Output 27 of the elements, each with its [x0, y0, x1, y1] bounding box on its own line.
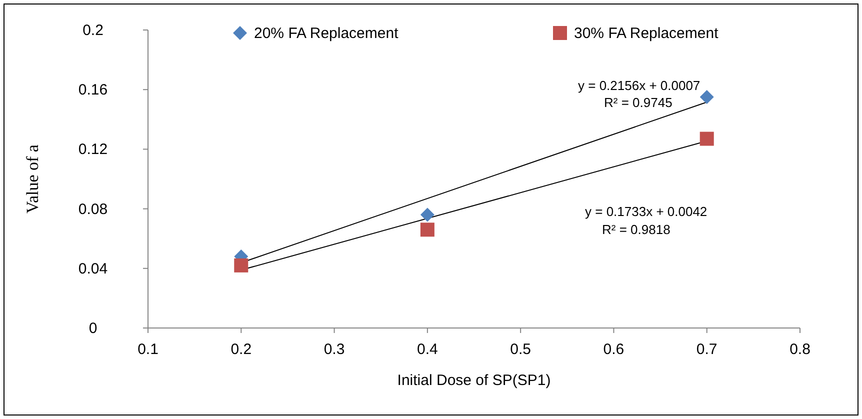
legend-label: 20% FA Replacement: [254, 25, 400, 42]
x-tick-label: 0.4: [417, 341, 438, 358]
y-tick-label: 0.16: [78, 82, 108, 99]
y-tick-label: 0.08: [78, 200, 108, 218]
point: [420, 222, 434, 237]
point: [700, 132, 714, 146]
annotation: R² = 0.9745: [604, 95, 672, 110]
legend-label: 30% FA Replacement: [574, 25, 720, 42]
x-tick-label: 0.1: [138, 341, 158, 358]
x-tick-label: 0.3: [324, 341, 345, 358]
y-tick-label: 0.04: [78, 260, 108, 278]
x-axis-title: Initial Dose of SP(SP1): [397, 372, 551, 389]
x-tick-label: 0.6: [603, 341, 624, 358]
y-axis-title: Value of a: [23, 144, 42, 214]
point: [700, 90, 714, 104]
annotation: y = 0.2156x + 0.0007: [578, 78, 700, 93]
y-tick-label: 0.12: [78, 141, 108, 158]
y-tick-label: 0.2: [82, 22, 104, 39]
x-tick-label: 0.2: [230, 341, 252, 358]
y-tick-label: 0: [88, 320, 98, 337]
point: [234, 258, 248, 272]
point: [420, 208, 434, 222]
x-tick-label: 0.5: [510, 341, 531, 358]
x-tick-label: 0.7: [696, 341, 718, 358]
annotation: y = 0.1733x + 0.0042: [585, 204, 708, 219]
x-tick-label: 0.8: [790, 341, 810, 358]
annotation: R² = 0.9818: [602, 222, 670, 237]
